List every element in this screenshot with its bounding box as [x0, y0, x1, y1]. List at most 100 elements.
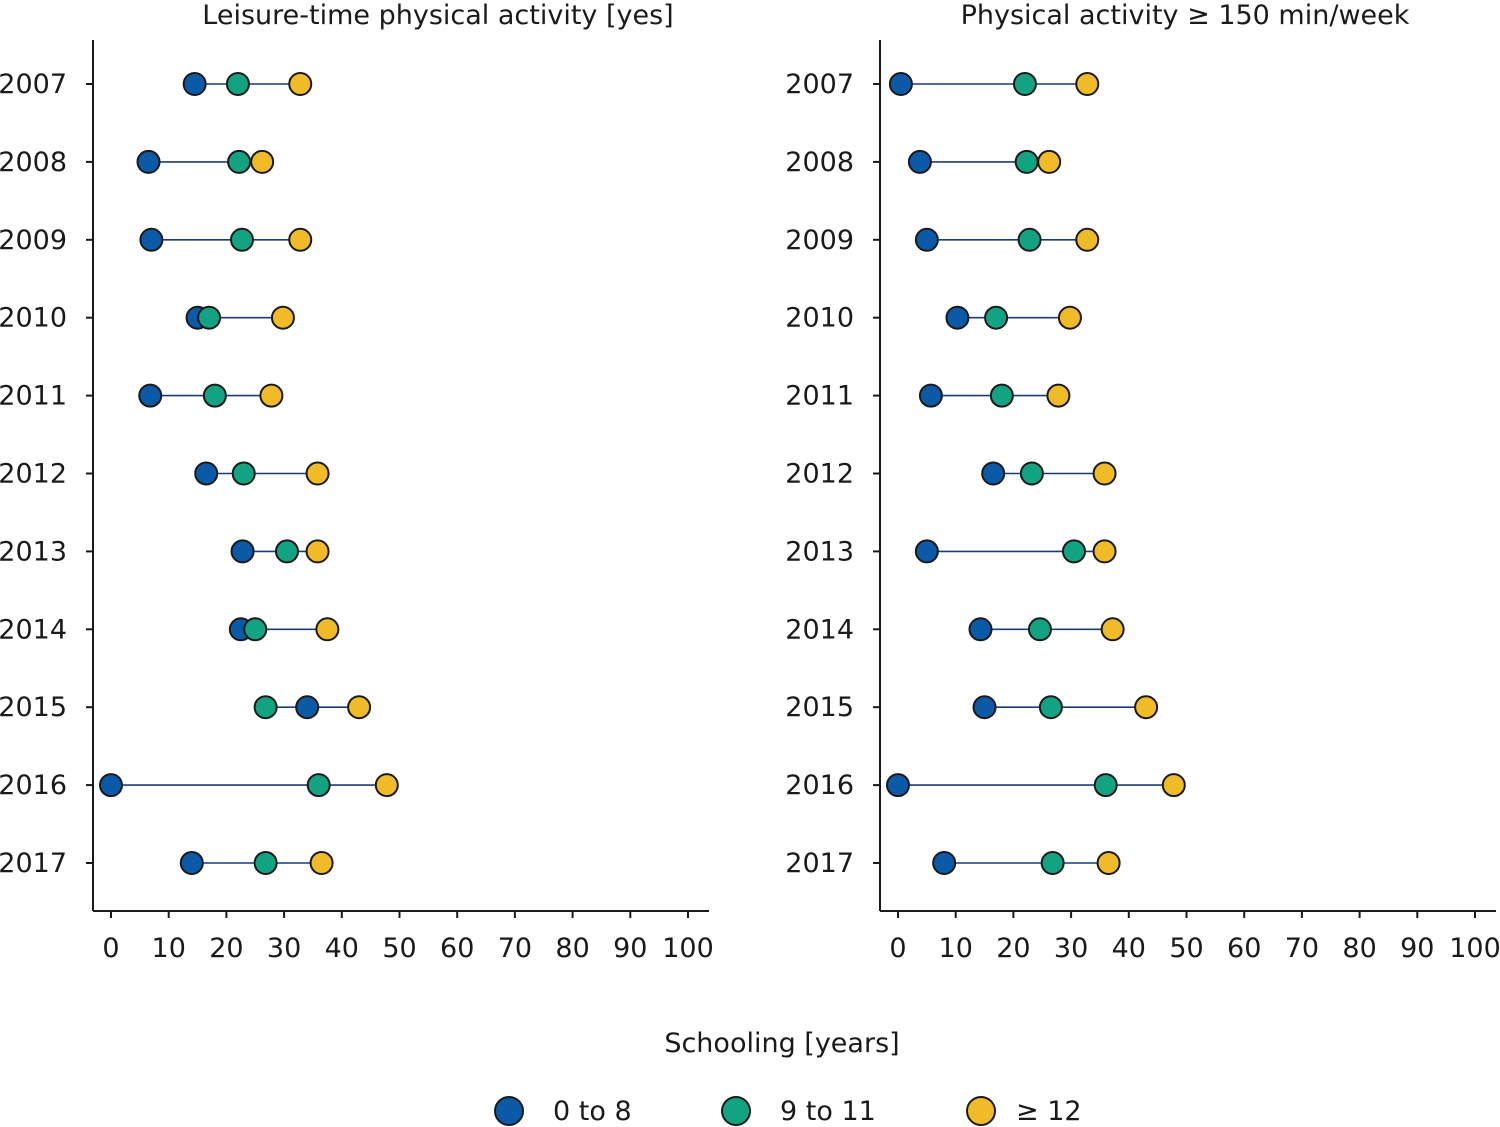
point-9-to-11-2013 — [1061, 539, 1086, 564]
point-9-to-11-2008 — [1014, 149, 1039, 174]
x-tick-label: 40 — [1112, 933, 1146, 964]
point-9-to-11-2009 — [1017, 227, 1042, 252]
x-tick-label: 40 — [325, 933, 359, 964]
point-12-plus-2015 — [1134, 695, 1159, 720]
point-9-to-11-2016 — [1093, 773, 1118, 798]
point-0-to-8-2011 — [138, 383, 163, 408]
year-label: 2011 — [785, 381, 854, 412]
point-12-plus-2007 — [288, 72, 313, 96]
legend-label-12-plus: ≥ 12 — [1016, 1096, 1082, 1127]
point-0-to-8-2010 — [945, 305, 970, 330]
point-12-plus-2012 — [305, 461, 330, 486]
point-12-plus-2009 — [1075, 227, 1100, 252]
point-12-plus-2008 — [1037, 149, 1062, 174]
year-label: 2008 — [785, 147, 854, 178]
point-9-to-11-2010 — [984, 305, 1009, 330]
legend-item-9-to-11: 9 to 11 — [721, 1096, 876, 1127]
point-9-to-11-2016 — [306, 773, 331, 798]
point-12-plus-2017 — [309, 851, 334, 875]
year-label: 2011 — [0, 381, 67, 412]
x-tick-label: 80 — [1342, 933, 1376, 964]
point-0-to-8-2008 — [907, 149, 932, 174]
point-9-to-11-2015 — [253, 695, 278, 720]
panel-title: Leisure-time physical activity [yes] — [202, 0, 673, 31]
panel-150-min-week: Physical activity ≥ 150 min/week 0 10 20 30… — [785, 0, 1500, 964]
year-label: 2009 — [785, 225, 854, 256]
year-label: 2016 — [0, 770, 67, 801]
point-0-to-8-2015 — [295, 695, 320, 720]
year-label: 2017 — [785, 848, 854, 879]
point-0-to-8-2009 — [139, 227, 164, 252]
x-tick-label: 70 — [1285, 933, 1319, 964]
x-tick-label: 30 — [267, 933, 301, 964]
year-label: 2015 — [785, 692, 854, 723]
legend-swatch-12-plus — [966, 1096, 996, 1126]
point-0-to-8-2016 — [99, 773, 123, 798]
point-9-to-11-2008 — [227, 149, 252, 174]
x-tick-label: 80 — [555, 933, 589, 964]
point-0-to-8-2013 — [914, 539, 939, 564]
point-12-plus-2016 — [374, 773, 399, 798]
x-tick-label: 20 — [996, 933, 1030, 964]
x-tick-label: 30 — [1054, 933, 1088, 964]
panel-title: Physical activity ≥ 150 min/week — [961, 0, 1410, 31]
year-label: 2014 — [785, 614, 854, 645]
point-12-plus-2007 — [1075, 72, 1100, 96]
point-12-plus-2008 — [250, 149, 275, 174]
point-9-to-11-2014 — [1027, 617, 1052, 642]
year-label: 2017 — [0, 848, 67, 879]
x-tick-label: 70 — [498, 933, 532, 964]
legend-swatch-0-to-8 — [494, 1096, 524, 1126]
point-0-to-8-2008 — [136, 149, 161, 174]
year-label: 2014 — [0, 614, 67, 645]
point-12-plus-2014 — [315, 617, 340, 642]
point-0-to-8-2007 — [888, 72, 913, 96]
x-tick-label: 50 — [1169, 933, 1203, 964]
point-12-plus-2016 — [1161, 773, 1186, 798]
year-label: 2016 — [785, 770, 854, 801]
point-0-to-8-2011 — [918, 383, 943, 408]
year-label: 2013 — [0, 536, 67, 567]
legend-item-0-to-8: 0 to 8 — [494, 1096, 632, 1127]
point-12-plus-2015 — [347, 695, 372, 720]
legend: Schooling [years] 0 to 8 9 to 11 ≥ 12 — [494, 1028, 1082, 1127]
x-tick-label: 0 — [889, 933, 906, 964]
year-label: 2012 — [0, 459, 67, 490]
point-9-to-11-2017 — [253, 851, 278, 875]
point-0-to-8-2015 — [972, 695, 997, 720]
point-12-plus-2012 — [1092, 461, 1117, 486]
point-0-to-8-2009 — [914, 227, 939, 252]
x-tick-label: 20 — [209, 933, 243, 964]
point-12-plus-2014 — [1100, 617, 1125, 642]
year-label: 2007 — [0, 69, 67, 100]
year-label: 2013 — [785, 536, 854, 567]
point-9-to-11-2009 — [229, 227, 254, 252]
point-9-to-11-2011 — [202, 383, 227, 408]
x-tick-label: 0 — [102, 933, 119, 964]
point-9-to-11-2013 — [274, 539, 299, 564]
point-12-plus-2017 — [1096, 851, 1121, 875]
point-0-to-8-2012 — [194, 461, 219, 486]
point-12-plus-2009 — [288, 227, 313, 252]
x-tick-label: 60 — [1227, 933, 1261, 964]
legend-title: Schooling [years] — [664, 1028, 899, 1059]
point-9-to-11-2012 — [1019, 461, 1044, 486]
year-label: 2010 — [785, 303, 854, 334]
x-tick-label: 10 — [152, 933, 186, 964]
year-label: 2012 — [785, 459, 854, 490]
year-label: 2008 — [0, 147, 67, 178]
point-9-to-11-2011 — [989, 383, 1014, 408]
point-9-to-11-2015 — [1038, 695, 1063, 720]
point-9-to-11-2007 — [1012, 72, 1037, 96]
x-tick-label: 10 — [939, 933, 973, 964]
panel-leisure-time: Leisure-time physical activity [yes] 0 10… — [0, 0, 714, 964]
legend-label-9-to-11: 9 to 11 — [780, 1096, 876, 1127]
point-0-to-8-2017 — [932, 851, 957, 875]
x-tick-label: 100 — [662, 933, 714, 964]
point-9-to-11-2017 — [1040, 851, 1065, 875]
point-9-to-11-2012 — [231, 461, 256, 486]
year-label: 2015 — [0, 692, 67, 723]
legend-label-0-to-8: 0 to 8 — [553, 1096, 632, 1127]
point-12-plus-2011 — [259, 383, 284, 408]
